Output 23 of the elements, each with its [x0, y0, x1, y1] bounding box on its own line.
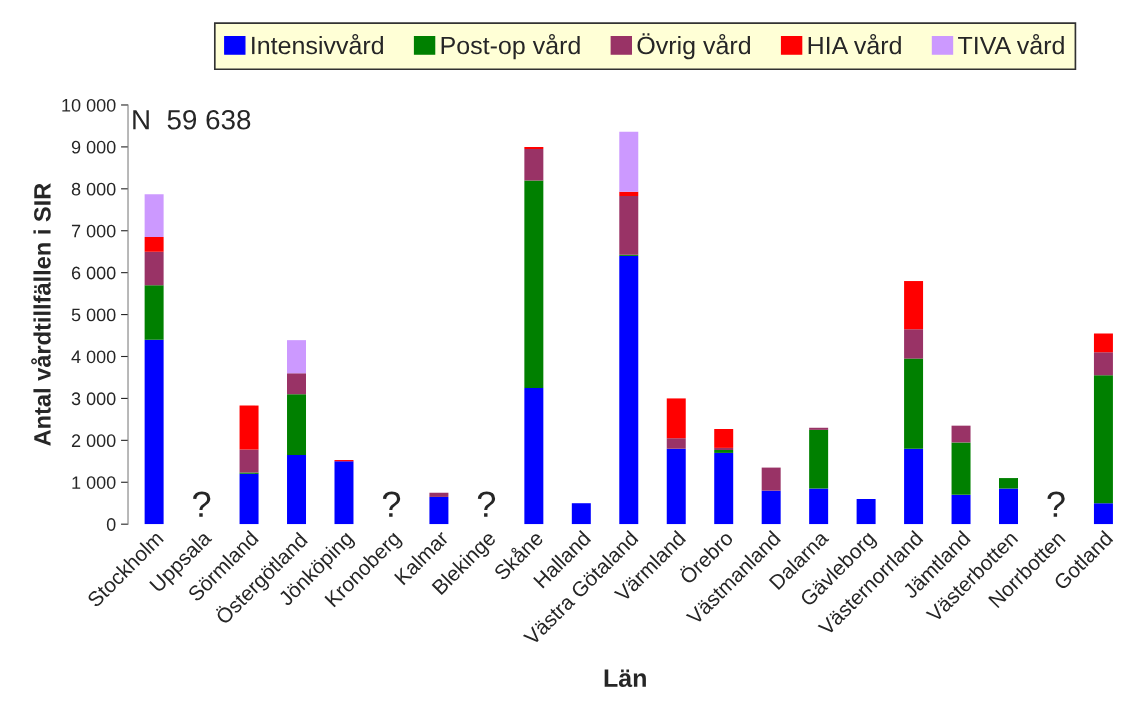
- y-tick-label: 10 000: [62, 98, 116, 112]
- y-tick-label: 6 000: [71, 266, 116, 280]
- y-tick-label: 3 000: [71, 392, 116, 406]
- annotation: ?: [1047, 491, 1065, 517]
- legend-label: Intensivvård: [252, 33, 383, 55]
- annotation: N 59 638: [133, 109, 251, 130]
- y-tick-label: 4 000: [71, 350, 116, 364]
- y-tick-label: 8 000: [71, 182, 116, 196]
- annotation: ?: [477, 491, 496, 517]
- legend-label: Övrig vård: [637, 33, 751, 60]
- legend-label: HIA vård: [808, 33, 901, 55]
- annotation: ?: [382, 491, 401, 517]
- annotation: ?: [193, 491, 211, 517]
- y-tick-label: 7 000: [71, 224, 116, 238]
- y-tick-label: 0: [106, 518, 116, 531]
- y-axis-title: Antal vårdtillfällen i SIR: [31, 183, 51, 446]
- legend-label: Post-op vård: [441, 33, 580, 60]
- y-tick-label: 9 000: [71, 140, 116, 154]
- legend-label: TIVA vård: [958, 33, 1064, 55]
- x-axis-title: Län: [604, 669, 646, 688]
- y-tick-label: 2 000: [71, 434, 116, 448]
- y-tick-label: 5 000: [71, 308, 116, 322]
- y-tick-label: 1 000: [72, 476, 116, 489]
